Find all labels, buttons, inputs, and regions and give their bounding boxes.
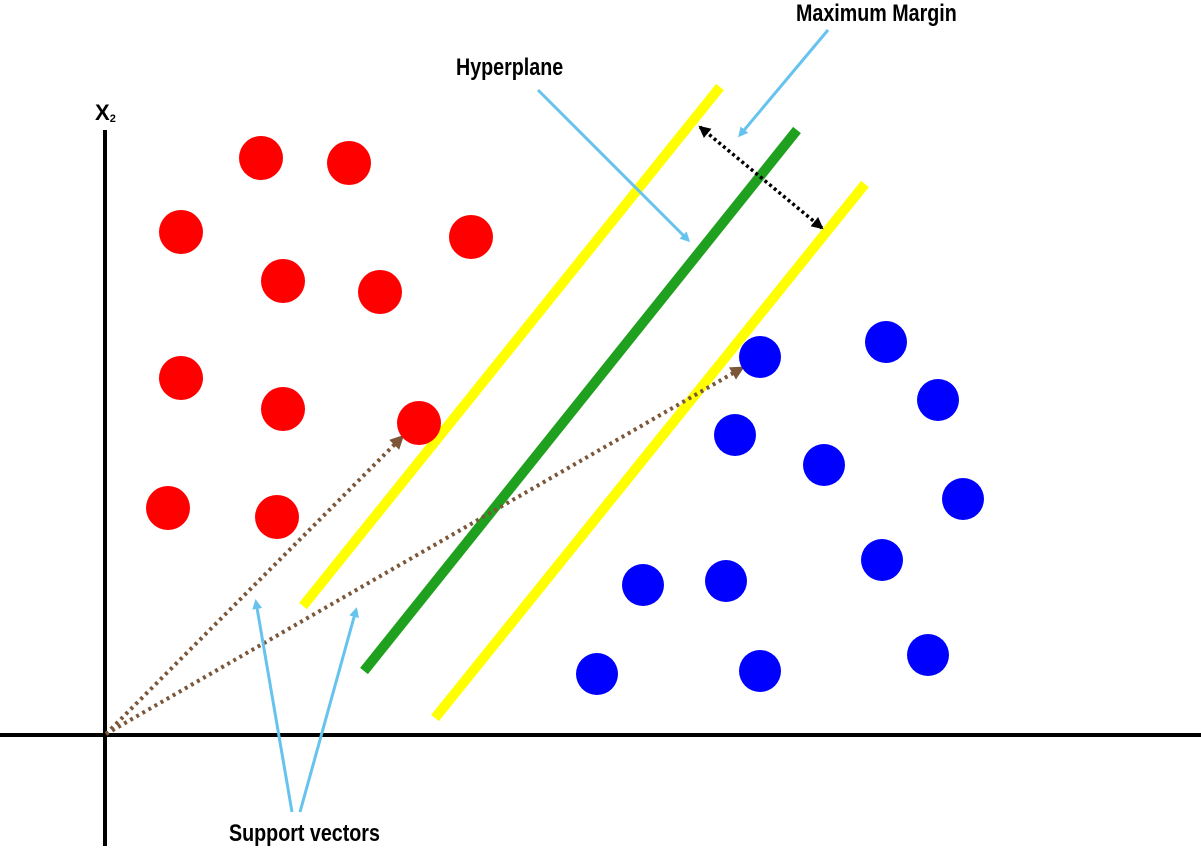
- x2-axis-label-main: X: [95, 100, 110, 125]
- data-point: [159, 210, 203, 254]
- data-point: [159, 356, 203, 400]
- data-point: [239, 136, 283, 180]
- support-vector-arrow-red: [104, 434, 405, 736]
- maximum-margin-callout-arrow: [738, 29, 830, 138]
- hyperplane-label: Hyperplane: [456, 54, 564, 81]
- class-a-points: [146, 136, 493, 539]
- margin-line-lower: [431, 180, 869, 722]
- data-point: [622, 564, 664, 606]
- data-point: [705, 560, 747, 602]
- hyperplane-callout-arrow: [536, 88, 691, 243]
- maximum-margin-arrow: [698, 125, 824, 230]
- data-point: [907, 634, 949, 676]
- data-point: [917, 379, 959, 421]
- support-vector-point: [397, 401, 441, 445]
- support-vector-arrow-blue: [105, 366, 745, 736]
- data-point: [327, 141, 371, 185]
- maximum-margin-label: Maximum Margin: [796, 0, 957, 27]
- x2-axis-label: X2: [95, 100, 116, 126]
- support-vector-callout-arrow-2: [298, 607, 359, 813]
- support-vector-point: [739, 336, 781, 378]
- data-point: [865, 321, 907, 363]
- data-point: [803, 444, 845, 486]
- data-point: [255, 495, 299, 539]
- margin-line-upper: [299, 83, 724, 610]
- data-point: [714, 414, 756, 456]
- data-point: [261, 259, 305, 303]
- data-point: [942, 478, 984, 520]
- data-point: [861, 539, 903, 581]
- data-point: [739, 650, 781, 692]
- support-vector-callout-arrow-1: [252, 599, 294, 813]
- data-point: [358, 270, 402, 314]
- data-point: [449, 215, 493, 259]
- x2-axis-label-sub: 2: [109, 113, 116, 125]
- data-point: [261, 387, 305, 431]
- data-point: [146, 486, 190, 530]
- class-b-points: [576, 321, 984, 695]
- data-point: [576, 653, 618, 695]
- support-vectors-label: Support vectors: [229, 820, 380, 847]
